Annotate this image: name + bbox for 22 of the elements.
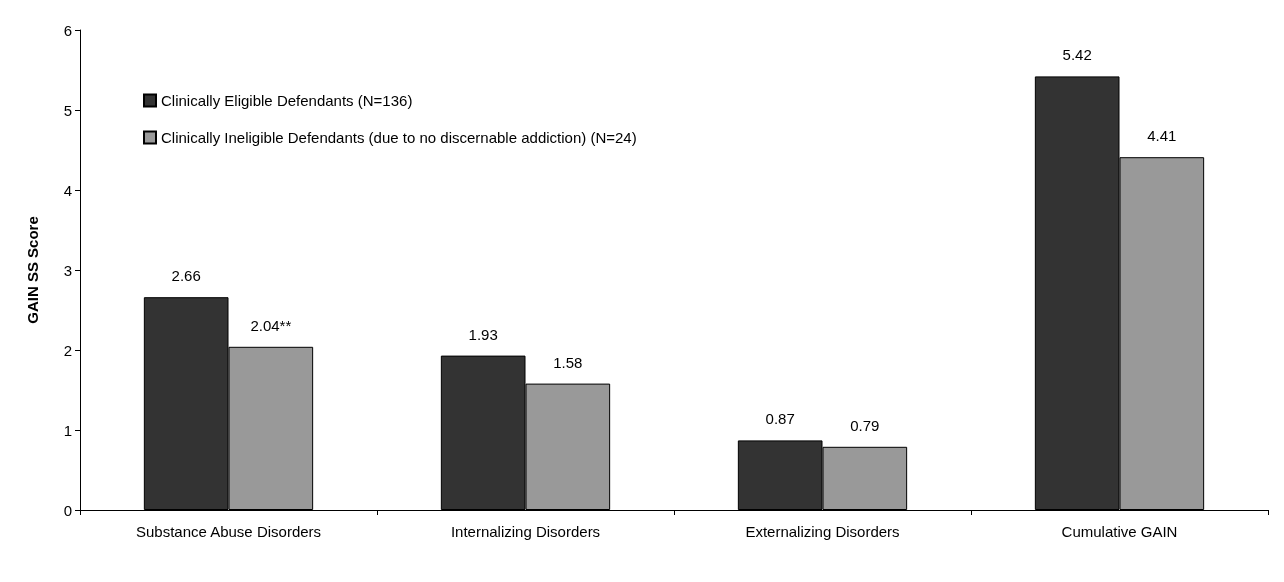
x-tick-label: Substance Abuse Disorders	[135, 523, 322, 540]
data-label: 2.04**	[250, 316, 292, 334]
x-tick-label: Externalizing Disorders	[745, 523, 900, 540]
legend-label: Clinically Ineligible Defendants (due to no discernable addiction) (N=24)	[161, 129, 637, 146]
y-tick-label: 1	[63, 421, 72, 439]
y-axis-title: GAIN SS Score	[24, 216, 41, 324]
data-label: 5.42	[1062, 46, 1092, 64]
data-label: 0.79	[850, 416, 880, 434]
y-tick-label: 0	[63, 501, 72, 519]
y-tick-label: 5	[63, 101, 72, 119]
data-label: 0.87	[765, 410, 795, 428]
y-tick-label: 6	[63, 21, 72, 39]
data-label: 4.41	[1147, 127, 1177, 145]
legend-label: Clinically Eligible Defendants (N=136)	[161, 92, 413, 109]
data-label: 1.58	[553, 353, 583, 371]
data-label: 1.93	[468, 325, 498, 343]
x-tick-label: Internalizing Disorders	[450, 523, 601, 540]
y-tick-label: 2	[63, 341, 72, 359]
data-label: 2.66	[171, 267, 201, 285]
y-tick-label: 4	[63, 181, 72, 199]
x-tick-label: Cumulative GAIN	[1061, 523, 1178, 540]
y-tick-label: 3	[63, 261, 72, 279]
